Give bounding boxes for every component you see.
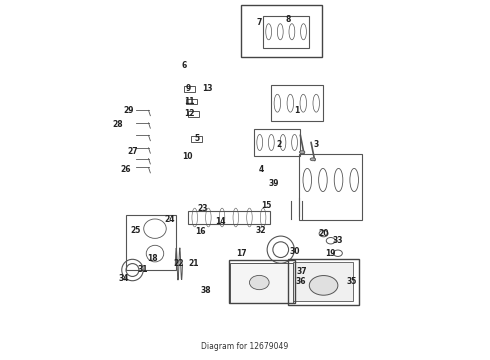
Text: 20: 20 bbox=[318, 229, 329, 238]
Text: 1: 1 bbox=[294, 106, 299, 115]
Text: 21: 21 bbox=[188, 260, 198, 269]
Bar bbox=[188, 211, 270, 224]
Text: 26: 26 bbox=[120, 165, 130, 174]
Bar bbox=[230, 262, 293, 302]
Bar bbox=[188, 111, 198, 117]
Bar bbox=[126, 215, 176, 270]
Text: 3: 3 bbox=[314, 140, 319, 149]
Text: 14: 14 bbox=[215, 217, 225, 226]
Bar bbox=[192, 136, 202, 141]
Bar bbox=[242, 5, 322, 57]
Text: 4: 4 bbox=[258, 165, 264, 174]
Text: 30: 30 bbox=[290, 247, 300, 256]
Text: 11: 11 bbox=[184, 97, 195, 106]
Text: 5: 5 bbox=[194, 134, 199, 143]
Text: Diagram for 12679049: Diagram for 12679049 bbox=[201, 342, 289, 351]
Text: 39: 39 bbox=[269, 179, 279, 188]
Text: 15: 15 bbox=[261, 201, 271, 210]
Bar bbox=[184, 86, 195, 91]
Bar bbox=[263, 16, 309, 48]
Text: 28: 28 bbox=[113, 120, 123, 129]
Text: 33: 33 bbox=[333, 236, 343, 245]
Bar bbox=[271, 85, 323, 121]
Bar bbox=[229, 260, 295, 303]
Text: 36: 36 bbox=[295, 277, 306, 286]
Bar bbox=[254, 129, 300, 156]
Bar bbox=[186, 99, 197, 104]
Text: 18: 18 bbox=[147, 254, 157, 263]
Ellipse shape bbox=[249, 275, 269, 290]
Text: 25: 25 bbox=[131, 225, 141, 234]
Ellipse shape bbox=[299, 151, 305, 154]
Text: 17: 17 bbox=[236, 249, 247, 258]
Text: 9: 9 bbox=[185, 84, 191, 93]
Text: 12: 12 bbox=[184, 109, 195, 118]
Text: 16: 16 bbox=[195, 227, 206, 236]
Bar bbox=[293, 262, 353, 301]
Text: 27: 27 bbox=[127, 147, 138, 156]
Text: 7: 7 bbox=[257, 18, 262, 27]
Text: 19: 19 bbox=[325, 249, 336, 258]
Text: 22: 22 bbox=[173, 260, 184, 269]
Text: 2: 2 bbox=[276, 140, 282, 149]
Text: 38: 38 bbox=[200, 286, 211, 295]
Text: 6: 6 bbox=[182, 61, 187, 70]
Text: 23: 23 bbox=[197, 204, 207, 213]
Text: 13: 13 bbox=[202, 84, 213, 93]
Bar bbox=[288, 258, 359, 305]
Text: 8: 8 bbox=[285, 15, 291, 24]
Text: 35: 35 bbox=[347, 277, 357, 286]
Text: 32: 32 bbox=[256, 225, 267, 234]
Text: 29: 29 bbox=[123, 106, 134, 115]
Ellipse shape bbox=[310, 158, 316, 161]
Text: 31: 31 bbox=[138, 265, 148, 274]
Text: 10: 10 bbox=[183, 152, 193, 161]
Text: 34: 34 bbox=[118, 274, 129, 283]
Text: 37: 37 bbox=[297, 267, 307, 276]
Bar bbox=[299, 154, 362, 220]
Text: 24: 24 bbox=[165, 215, 175, 224]
Ellipse shape bbox=[309, 275, 338, 295]
